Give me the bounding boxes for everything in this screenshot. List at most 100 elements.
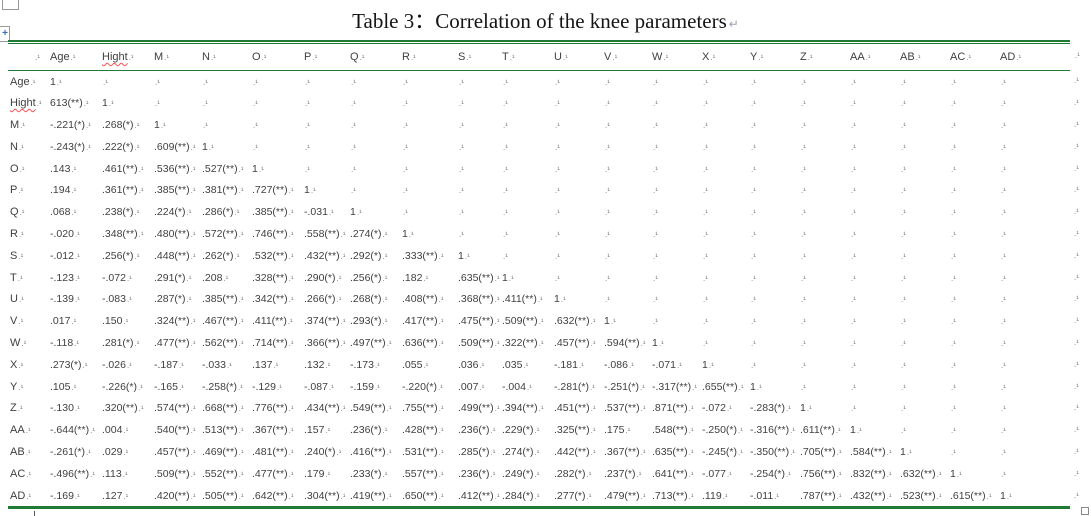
table-anchor-box[interactable] [2,0,19,10]
row-header-o[interactable]: O.¹ [8,158,48,180]
cell[interactable]: .143.¹ [48,158,100,180]
cell[interactable]: .558(**).¹ [302,223,348,245]
row-header-age[interactable]: Age.¹ [8,71,48,93]
cell[interactable]: .¹ [456,92,500,114]
cell[interactable]: .274(*).¹ [500,441,552,463]
cell[interactable]: .641(**).¹ [650,463,700,485]
cell[interactable]: .457(**).¹ [552,332,602,354]
column-header-hight[interactable]: Hight.¹ [100,44,152,71]
cell[interactable]: -.226(*).¹ [100,376,152,398]
cell[interactable]: .562(**).¹ [200,332,250,354]
row-header-s[interactable]: S.¹ [8,245,48,267]
cell[interactable]: .¹ [998,397,1070,419]
table-title[interactable]: Table 3：Correlation of the knee paramete… [0,5,1091,35]
cell[interactable]: .¹ [500,71,552,93]
cell[interactable]: .381(**).¹ [200,179,250,201]
cell[interactable]: .182.¹ [400,267,456,289]
row-header-y[interactable]: Y.¹ [8,376,48,398]
cell[interactable]: .266(*).¹ [302,288,348,310]
cell[interactable]: .¹ [700,136,748,158]
cell[interactable]: -.072.¹ [700,397,748,419]
cell[interactable]: .256(*).¹ [100,245,152,267]
cell[interactable]: .668(**).¹ [200,397,250,419]
cell[interactable]: .¹ [948,354,998,376]
column-header-m[interactable]: M.¹ [152,44,200,71]
cell[interactable]: .¹ [998,267,1070,289]
cell[interactable]: .¹ [748,223,798,245]
cell[interactable]: -.130.¹ [48,397,100,419]
column-header-ac[interactable]: AC.¹ [948,44,998,71]
cell[interactable]: -.173.¹ [348,354,400,376]
cell[interactable]: .¹ [400,158,456,180]
cell[interactable]: -.087.¹ [302,376,348,398]
cell[interactable]: .¹ [552,158,602,180]
cell[interactable]: .¹ [748,267,798,289]
row-header-u[interactable]: U.¹ [8,288,48,310]
cell[interactable]: .469(**).¹ [200,441,250,463]
cell[interactable]: .304(**).¹ [302,485,348,507]
cell[interactable]: .¹ [998,223,1070,245]
cell[interactable]: -.181.¹ [552,354,602,376]
cell[interactable]: .¹ [602,201,650,223]
cell[interactable]: .194.¹ [48,179,100,201]
cell[interactable]: -.012.¹ [48,245,100,267]
cell[interactable]: .¹ [948,179,998,201]
cell[interactable]: .467(**).¹ [200,310,250,332]
row-header-hight[interactable]: Hight.¹ [8,92,48,114]
cell[interactable]: .650(**).¹ [400,485,456,507]
cell[interactable]: .¹ [998,354,1070,376]
cell[interactable]: .290(*).¹ [302,267,348,289]
cell[interactable]: .¹ [700,201,748,223]
cell[interactable]: .714(**).¹ [250,332,302,354]
table-move-handle-icon[interactable]: + [0,26,10,42]
cell[interactable]: .¹ [948,441,998,463]
cell[interactable]: .536(**).¹ [152,158,200,180]
cell[interactable]: .¹ [898,71,948,93]
cell[interactable]: .¹ [948,158,998,180]
cell[interactable]: .¹ [948,397,998,419]
cell[interactable]: .385(**).¹ [200,288,250,310]
cell[interactable]: .¹ [898,332,948,354]
cell[interactable]: 1.¹ [552,288,602,310]
cell[interactable]: 1.¹ [748,376,798,398]
cell[interactable]: .¹ [348,179,400,201]
cell[interactable]: .¹ [250,92,302,114]
cell[interactable]: .¹ [552,223,602,245]
cell[interactable]: -.026.¹ [100,354,152,376]
cell[interactable]: 1.¹ [48,71,100,93]
cell[interactable]: .¹ [650,179,700,201]
cell[interactable]: .417(**).¹ [400,310,456,332]
cell[interactable]: .¹ [552,267,602,289]
cell[interactable]: .055.¹ [400,354,456,376]
cell[interactable]: .¹ [998,332,1070,354]
cell[interactable]: .¹ [602,92,650,114]
row-header-w[interactable]: W.¹ [8,332,48,354]
cell[interactable]: .238(*).¹ [100,201,152,223]
row-header-ad[interactable]: AD.¹ [8,485,48,507]
cell[interactable]: .420(**).¹ [152,485,200,507]
cell[interactable]: .¹ [798,92,848,114]
cell[interactable]: .632(**).¹ [898,463,948,485]
cell[interactable]: .¹ [898,158,948,180]
cell[interactable]: .532(**).¹ [250,245,302,267]
cell[interactable]: .¹ [200,71,250,93]
cell[interactable]: .513(**).¹ [200,419,250,441]
cell[interactable]: .367(**).¹ [602,441,650,463]
cell[interactable]: .132.¹ [302,354,348,376]
cell[interactable]: -.220(*).¹ [400,376,456,398]
cell[interactable]: -.077.¹ [700,463,748,485]
cell[interactable]: .434(**).¹ [302,397,348,419]
cell[interactable]: -.644(**).¹ [48,419,100,441]
cell[interactable]: .¹ [456,223,500,245]
cell[interactable]: -.123.¹ [48,267,100,289]
cell[interactable]: -.187.¹ [152,354,200,376]
cell[interactable]: .¹ [998,419,1070,441]
cell[interactable]: .¹ [998,310,1070,332]
cell[interactable]: .¹ [798,354,848,376]
cell[interactable]: .497(**).¹ [348,332,400,354]
cell[interactable]: -.011.¹ [748,485,798,507]
cell[interactable]: .119.¹ [700,485,748,507]
cell[interactable]: .236(*).¹ [456,419,500,441]
cell[interactable]: .632(**).¹ [552,310,602,332]
cell[interactable]: -.221(*).¹ [48,114,100,136]
